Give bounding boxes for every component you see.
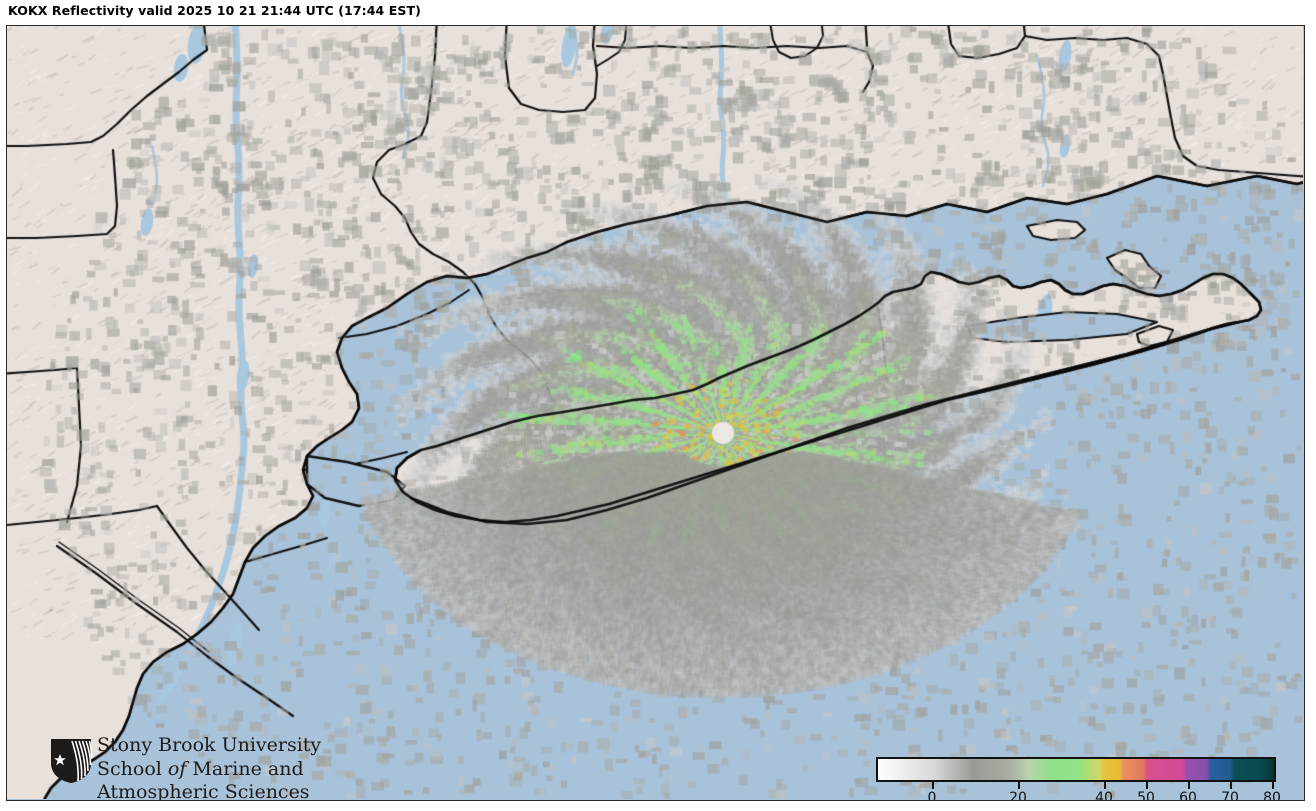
colorbar-tick-label: 60 (1179, 790, 1197, 801)
colorbar-tick-label: 20 (1009, 790, 1027, 801)
colorbar-tick (1188, 782, 1190, 789)
colorbar-tick (1018, 782, 1020, 789)
colorbar-ticks (876, 782, 1276, 792)
colorbar-tick-label: 80 (1263, 790, 1281, 801)
colorbar-tick-label: 0 (927, 790, 937, 801)
radar-map-canvas[interactable] (7, 26, 1303, 799)
colorbar-tick (1146, 782, 1148, 789)
colorbar-tick-label: 70 (1221, 790, 1239, 801)
radar-map-frame[interactable]: Stony Brook University School of Marine … (6, 25, 1305, 801)
colorbar-tick-label: 40 (1095, 790, 1113, 801)
colorbar-tick (1104, 782, 1106, 789)
colorbar-tick-label: 50 (1137, 790, 1155, 801)
reflectivity-colorbar[interactable]: 0 20 40 50 60 70 80 (876, 757, 1285, 800)
page-title: KOKX Reflectivity valid 2025 10 21 21:44… (8, 3, 421, 18)
colorbar-labels: 0 20 40 50 60 70 80 (876, 790, 1281, 801)
colorbar-tick (932, 782, 934, 789)
colorbar-tick (1272, 782, 1274, 789)
colorbar-tick (1230, 782, 1232, 789)
colorbar-gradient (876, 757, 1276, 782)
